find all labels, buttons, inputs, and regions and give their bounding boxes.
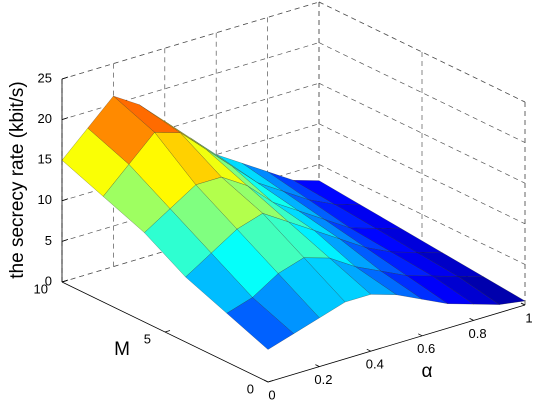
x-tick-label: 0.2 — [314, 372, 332, 387]
x-tick — [520, 302, 526, 306]
grid-line — [61, 42, 320, 120]
x-axis — [267, 304, 526, 383]
z-tick-label: 25 — [38, 70, 52, 85]
x-tick-label: 0.4 — [366, 357, 384, 372]
z-tick-label: 20 — [38, 111, 52, 126]
z-tick — [61, 76, 69, 80]
z-tick-label: 15 — [38, 152, 52, 167]
x-tick — [418, 333, 423, 337]
z-tick-label: 0 — [45, 273, 52, 288]
x-tick — [315, 364, 320, 367]
x-tick — [263, 379, 269, 383]
y-tick-label: 0 — [247, 381, 254, 396]
grid-line — [318, 123, 526, 225]
grid-line — [318, 82, 526, 184]
grid-line — [61, 1, 320, 80]
x-tick-label: 0.8 — [469, 326, 487, 341]
y-axis-title: M — [114, 339, 130, 360]
grid-line — [318, 42, 526, 143]
surface-patch — [226, 297, 295, 350]
y-tick-label: 10 — [34, 281, 48, 296]
y-tick — [267, 380, 274, 383]
y-tick — [61, 280, 68, 283]
z-axis-title: the secrecy rate (kbit/s) — [7, 81, 28, 278]
y-tick-label: 5 — [144, 331, 151, 346]
x-tick-label: 0 — [268, 387, 275, 402]
x-tick-label: 0.6 — [417, 341, 435, 356]
y-tick — [164, 330, 171, 333]
z-tick — [61, 117, 69, 120]
z-tick-label: 10 — [38, 192, 52, 207]
x-tick — [469, 318, 474, 321]
z-tick — [61, 198, 69, 202]
z-tick-label: 5 — [45, 233, 52, 248]
x-tick — [366, 348, 371, 352]
z-tick — [61, 239, 69, 242]
grid-line — [318, 1, 526, 103]
x-axis-title: α — [422, 361, 433, 382]
x-tick-label: 1 — [525, 310, 532, 325]
grid-line — [318, 164, 526, 265]
